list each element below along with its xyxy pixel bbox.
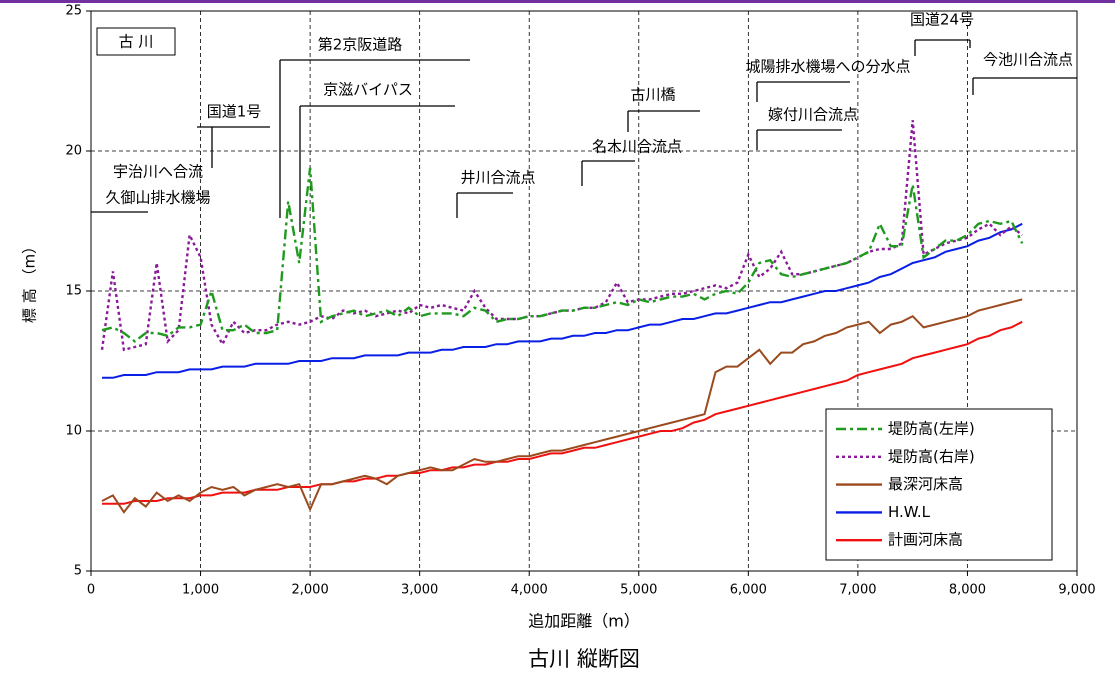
legend-label: H.W.L <box>888 503 931 521</box>
y-tick-label: 5 <box>74 564 82 579</box>
annotation: 城陽排水機場への分水点 <box>745 58 910 76</box>
x-tick-label: 4,000 <box>511 583 548 598</box>
y-tick-label: 25 <box>65 4 82 19</box>
series-line <box>101 167 1024 343</box>
x-tick-label: 7,000 <box>839 583 876 598</box>
x-tick-label: 6,000 <box>730 583 767 598</box>
top-bar <box>0 0 1115 3</box>
legend-label: 堤防高(左岸) <box>888 420 975 438</box>
annotation: 古 川 <box>119 33 154 51</box>
x-tick-label: 0 <box>87 583 95 598</box>
y-tick-label: 10 <box>65 424 82 439</box>
legend-label: 堤防高(右岸) <box>888 447 975 465</box>
y-tick-label: 15 <box>65 284 82 299</box>
legend-label: 最深河床高 <box>888 475 963 493</box>
annotation: 国道24号 <box>910 11 974 29</box>
x-tick-label: 8,000 <box>949 583 986 598</box>
annotation: 今池川合流点 <box>983 51 1073 69</box>
annotation: 名木川合流点 <box>592 138 682 156</box>
legend-label: 計画河床高 <box>888 531 963 549</box>
annotation-box <box>96 27 176 56</box>
x-tick-label: 2,000 <box>292 583 329 598</box>
plot-border <box>90 10 1078 572</box>
x-tick-label: 3,000 <box>401 583 438 598</box>
y-tick-label: 20 <box>65 144 82 159</box>
series-line <box>101 298 1023 514</box>
annotation: 国道1号 <box>207 103 262 121</box>
x-tick-label: 9,000 <box>1058 583 1095 598</box>
x-axis-label: 追加距離（m） <box>528 612 640 631</box>
series-line <box>102 222 1023 379</box>
y-axis-label: 標 高 （m） <box>21 239 39 323</box>
annotation: 嫁付川合流点 <box>768 106 858 124</box>
chart-title: 古川 縦断図 <box>528 647 640 671</box>
annotation: 第2京阪道路 <box>318 36 403 54</box>
annotation: 古川橋 <box>630 86 675 104</box>
x-tick-label: 1,000 <box>182 583 219 598</box>
annotation: 井川合流点 <box>460 169 535 187</box>
annotation: 京滋バイパス <box>323 81 413 99</box>
annotation: 宇治川へ合流 <box>113 163 203 181</box>
annotation: 久御山排水機場 <box>105 189 210 207</box>
x-tick-label: 5,000 <box>620 583 657 598</box>
